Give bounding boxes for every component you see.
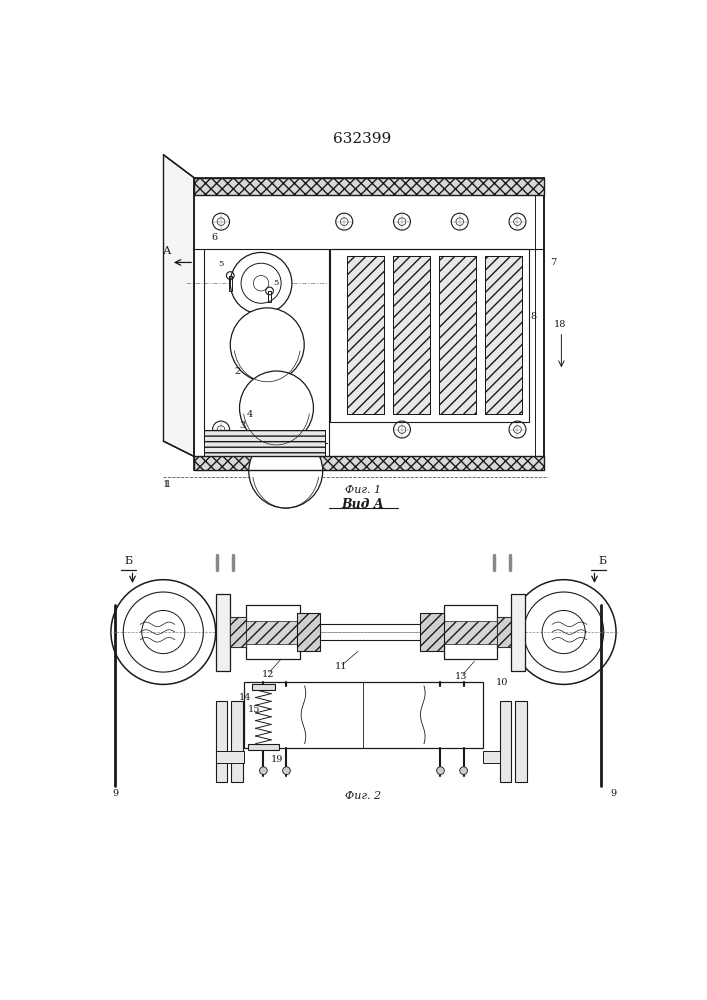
Bar	[230, 617, 247, 647]
Circle shape	[283, 767, 291, 774]
Bar	[498, 617, 515, 647]
Text: Б: Б	[124, 556, 133, 566]
Text: 1: 1	[163, 480, 170, 489]
Bar	[330, 249, 529, 422]
Text: Вид A: Вид A	[341, 498, 384, 512]
Bar	[216, 701, 227, 782]
Polygon shape	[163, 155, 194, 456]
Bar	[296, 613, 320, 651]
Circle shape	[511, 580, 616, 684]
Text: 5: 5	[218, 260, 224, 268]
Text: Б: Б	[598, 556, 607, 566]
Bar	[247, 605, 300, 659]
Bar	[194, 178, 544, 470]
Text: 11: 11	[335, 662, 348, 671]
Circle shape	[230, 308, 304, 382]
Circle shape	[437, 767, 444, 774]
Text: 5: 5	[274, 279, 279, 287]
Bar	[347, 256, 384, 414]
Bar	[421, 613, 443, 651]
Bar	[439, 256, 476, 414]
Bar	[229, 276, 232, 291]
Bar	[485, 256, 522, 414]
Text: 7: 7	[551, 258, 557, 267]
Bar	[483, 751, 500, 763]
Bar	[252, 684, 275, 690]
Text: 14: 14	[239, 693, 251, 702]
Circle shape	[111, 580, 216, 684]
Bar	[485, 256, 522, 414]
Bar	[511, 594, 525, 671]
Bar	[216, 751, 244, 763]
Text: 19: 19	[271, 755, 284, 764]
Bar	[204, 430, 325, 456]
Text: Фиг. 2: Фиг. 2	[344, 791, 381, 801]
Bar	[393, 256, 430, 414]
Bar	[231, 701, 243, 782]
Text: Фиг. 1: Фиг. 1	[344, 485, 381, 495]
Bar	[194, 456, 544, 470]
Text: 632399: 632399	[333, 132, 391, 146]
Text: 9: 9	[112, 789, 119, 798]
Bar	[393, 256, 430, 414]
Circle shape	[230, 252, 292, 314]
Bar	[347, 256, 384, 414]
Circle shape	[460, 767, 467, 774]
Bar	[230, 617, 247, 647]
Text: 10: 10	[496, 678, 508, 687]
Text: 4: 4	[247, 410, 252, 419]
Bar	[216, 594, 230, 671]
Bar	[194, 178, 544, 195]
Bar	[443, 620, 498, 644]
Bar	[194, 178, 544, 195]
Circle shape	[240, 371, 313, 445]
Text: 1: 1	[165, 480, 171, 489]
Bar	[194, 456, 544, 470]
Text: 3: 3	[239, 421, 245, 430]
Bar	[515, 701, 527, 782]
Bar	[498, 617, 515, 647]
Bar	[320, 624, 434, 640]
Bar	[247, 620, 300, 644]
Bar	[204, 430, 325, 456]
Text: 15: 15	[248, 705, 260, 714]
Text: 2: 2	[234, 367, 240, 376]
Bar	[443, 605, 498, 659]
Text: 12: 12	[262, 670, 274, 679]
Text: 9: 9	[610, 789, 616, 798]
Bar	[248, 744, 279, 750]
Circle shape	[249, 434, 322, 508]
Bar	[500, 701, 511, 782]
Bar	[439, 256, 476, 414]
Bar	[268, 291, 271, 302]
Text: А: А	[163, 246, 171, 256]
Text: 13: 13	[455, 672, 467, 681]
Text: 8: 8	[530, 312, 537, 321]
Text: 18: 18	[554, 320, 566, 329]
Bar	[244, 682, 483, 748]
Text: 6: 6	[211, 233, 217, 242]
Circle shape	[259, 767, 267, 774]
